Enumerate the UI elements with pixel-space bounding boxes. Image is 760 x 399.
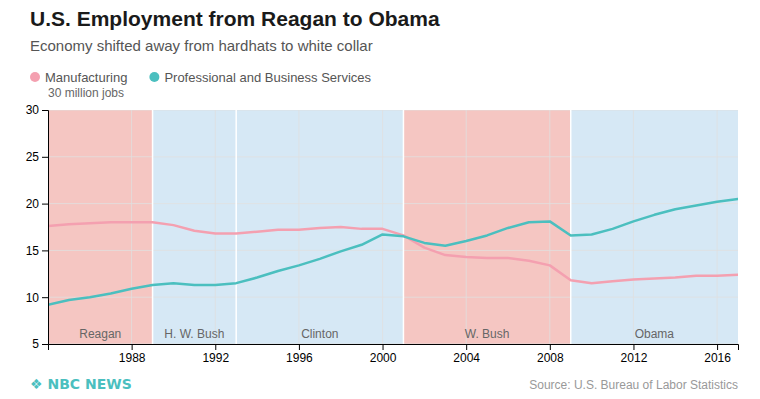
tick-mark	[42, 344, 48, 345]
source: Source: U.S. Bureau of Labor Statistics	[529, 378, 738, 392]
tick-mark	[215, 344, 216, 350]
tick-mark	[466, 344, 467, 350]
series-line	[48, 199, 738, 305]
tick: 20	[26, 197, 48, 211]
grid-line	[48, 156, 738, 157]
tick: 25	[26, 150, 48, 164]
tick: 10	[26, 291, 48, 305]
era-divider	[152, 110, 154, 344]
tick-label: 1992	[202, 351, 229, 365]
grid-line	[48, 110, 738, 111]
axis-line	[42, 111, 49, 345]
grid-line	[215, 110, 216, 344]
era-divider	[235, 110, 237, 344]
tick: 2016	[704, 344, 731, 365]
tick: 1988	[119, 344, 146, 365]
x-axis: 1988 1992 1996 2000 2004 2008 2012 2016	[49, 344, 739, 365]
grid-line	[717, 110, 718, 344]
tick-mark	[132, 344, 133, 350]
tick-mark	[42, 250, 48, 251]
tick: 1992	[202, 344, 229, 365]
tick-label: 20	[26, 197, 40, 211]
era-label: W. Bush	[465, 327, 510, 341]
grid-line	[466, 110, 467, 344]
legend-marker	[149, 72, 159, 82]
grid-line	[298, 110, 299, 344]
era-label: Obama	[635, 327, 675, 341]
era-band	[153, 110, 237, 344]
tick-label: 1996	[286, 351, 313, 365]
tick: 2008	[537, 344, 564, 365]
era-label: Clinton	[301, 327, 338, 341]
legend-item: Manufacturing	[30, 70, 127, 85]
legend: Manufacturing Professional and Business S…	[30, 70, 372, 85]
tick: 5	[32, 337, 48, 351]
tick-label: 10	[26, 291, 40, 305]
tick-label: 2000	[370, 351, 397, 365]
tick-mark	[550, 344, 551, 350]
tick-mark	[42, 297, 48, 298]
legend-label: Professional and Business Services	[164, 70, 371, 85]
grid-line	[633, 110, 634, 344]
tick-label: 2012	[621, 351, 648, 365]
tick-label: 15	[26, 244, 40, 258]
era-label: Reagan	[79, 327, 121, 341]
tick-label: 2016	[704, 351, 731, 365]
chart: U.S. Employment from Reagan to Obama Econ…	[0, 0, 760, 399]
era-divider	[403, 110, 405, 344]
tick-label: 2004	[453, 351, 480, 365]
legend-label: Manufacturing	[45, 70, 127, 85]
tick-label: 2008	[537, 351, 564, 365]
axis-label: 30 million jobs	[48, 86, 124, 100]
tick-mark	[717, 344, 718, 350]
series-line	[48, 222, 738, 283]
grid-line	[131, 110, 132, 344]
grid-line	[48, 203, 738, 204]
grid-line	[48, 297, 738, 298]
tick: 2004	[453, 344, 480, 365]
plot-area	[48, 110, 738, 344]
logo: ❖ NBC NEWS	[30, 376, 132, 392]
tick-label: 25	[26, 150, 40, 164]
subtitle: Economy shifted away from hardhats to wh…	[30, 37, 373, 54]
tick-mark	[633, 344, 634, 350]
title: U.S. Employment from Reagan to Obama	[30, 7, 440, 30]
tick-label: 1988	[119, 351, 146, 365]
tick: 2000	[370, 344, 397, 365]
tick: 15	[26, 244, 48, 258]
legend-marker	[30, 72, 40, 82]
plot: ReaganH. W. BushClintonW. BushObama19881…	[26, 103, 739, 364]
era-divider	[570, 110, 572, 344]
era-label: H. W. Bush	[164, 327, 224, 341]
tick-mark	[299, 344, 300, 350]
era-band	[403, 110, 570, 344]
tick-label: 5	[32, 337, 39, 351]
grid-line	[549, 110, 550, 344]
tick: 2012	[621, 344, 648, 365]
tick-label: 30	[26, 103, 40, 117]
tick-mark	[42, 157, 48, 158]
tick-mark	[42, 204, 48, 205]
axis-line	[49, 345, 739, 351]
y-axis: 5 10 15 20 25 30	[26, 103, 49, 351]
tick-mark	[42, 110, 48, 111]
era-labels: Reagan H. W. Bush Clinton W. Bush Obama	[79, 327, 674, 341]
grid-line	[48, 250, 738, 251]
tick: 1996	[286, 344, 313, 365]
era-band	[48, 110, 153, 344]
grid-line	[382, 110, 383, 344]
tick: 30	[26, 103, 48, 117]
grid	[48, 110, 738, 344]
tick-mark	[383, 344, 384, 350]
grid-line	[48, 344, 738, 345]
legend-item: Professional and Business Services	[149, 70, 371, 85]
era-band	[571, 110, 738, 344]
